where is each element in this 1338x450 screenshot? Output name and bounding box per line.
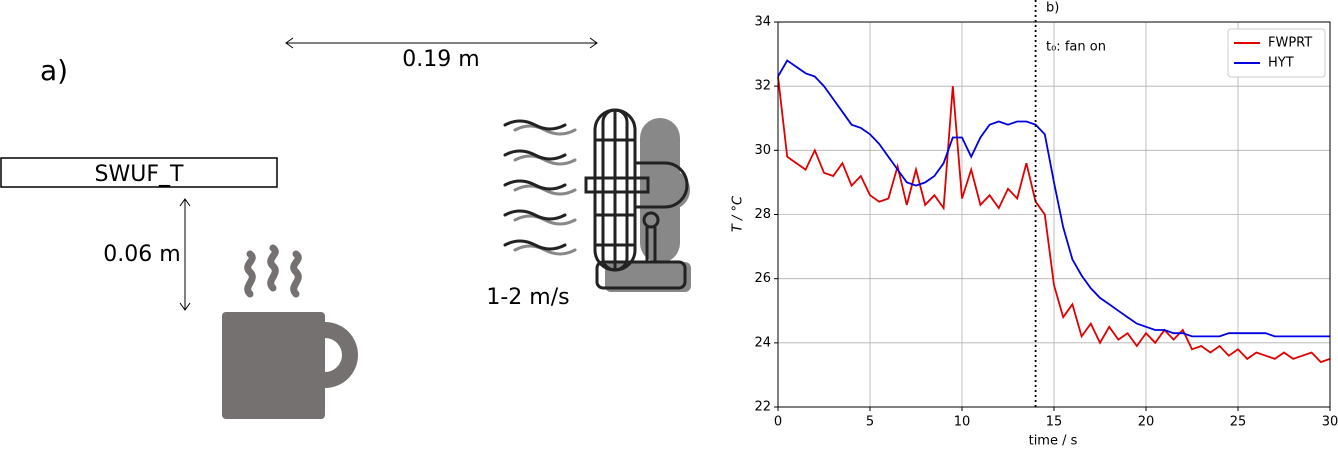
y-tick-label: 32 [754,79,771,94]
panel-label: a) [40,54,68,87]
series-line [777,59,1330,338]
annotation: t₀: fan on [1046,40,1106,55]
distance-label: 0.19 m [402,47,479,72]
fan [584,108,691,292]
x-tick-label: 20 [1138,415,1155,430]
sensor-label: SWUF_T [95,162,184,187]
y-tick-label: 26 [754,271,771,286]
x-tick-label: 0 [774,415,782,430]
sensor-box [0,157,278,188]
x-tick-label: 10 [954,415,971,430]
mug [222,244,358,419]
x-tick-label: 5 [866,415,874,430]
y-tick-label: 28 [754,207,771,222]
series-line [777,76,1331,364]
x-axis-label: time / s [1029,434,1078,449]
wind-label: 1-2 m/s [486,285,569,310]
height-arrow [179,198,191,311]
y-axis-label: T / °C [731,195,746,232]
x-tick-label: 15 [1046,415,1063,430]
legend-label: FWPRT [1268,36,1312,51]
y-tick-label: 34 [754,15,771,30]
height-label: 0.06 m [103,242,180,267]
plot-frame [777,21,1331,408]
legend-label: HYT [1268,56,1294,71]
x-tick-label: 25 [1230,415,1247,430]
wind-lines [503,119,577,256]
distance-arrow [285,37,598,49]
legend-box [1227,28,1326,78]
y-tick-label: 22 [754,400,771,415]
y-tick-label: 24 [754,335,771,350]
panel-label: b) [1046,1,1059,16]
y-tick-label: 30 [754,143,771,158]
x-tick-label: 30 [1322,415,1338,430]
